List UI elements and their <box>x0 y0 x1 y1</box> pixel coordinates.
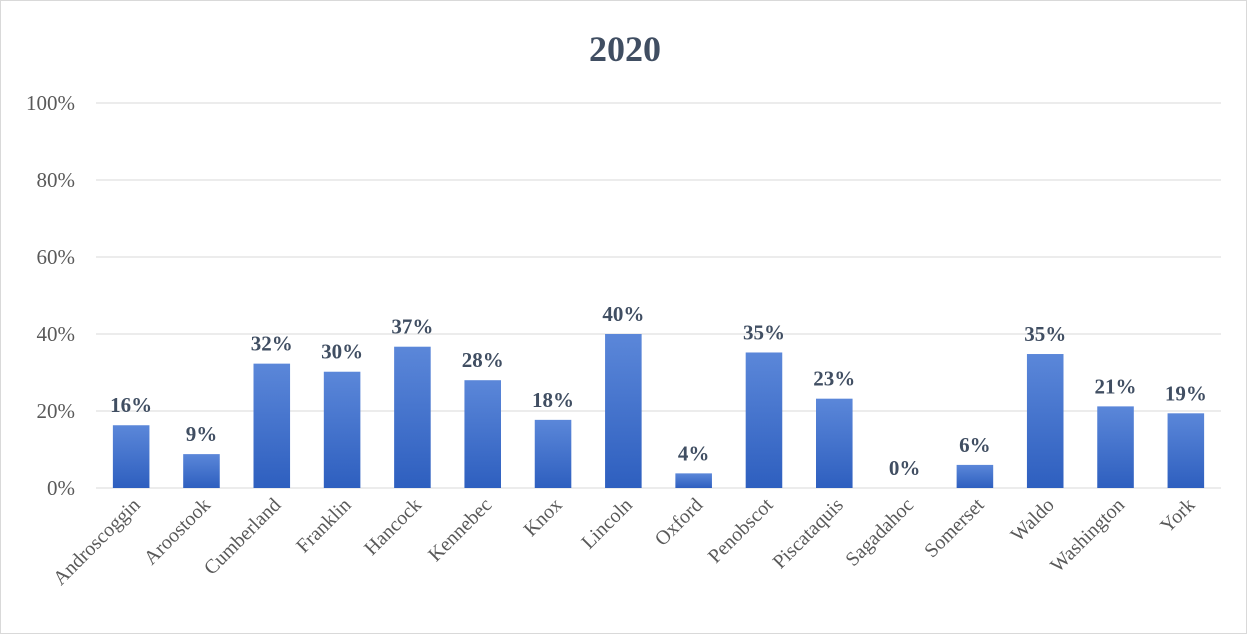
bar <box>183 454 220 488</box>
bar <box>675 473 712 488</box>
x-category-label: Knox <box>520 494 567 541</box>
data-label: 0% <box>889 456 921 480</box>
x-category-label: Penobscot <box>704 494 778 568</box>
x-category-label: Androscoggin <box>49 494 145 590</box>
y-tick-label: 20% <box>37 399 76 423</box>
y-tick-label: 60% <box>37 245 76 269</box>
bar <box>1167 413 1205 488</box>
bar <box>112 425 150 488</box>
x-category-label: Sagadahoc <box>841 494 918 571</box>
bar <box>1026 354 1064 488</box>
data-label: 35% <box>1024 322 1066 346</box>
y-axis-ticks: 0% 20% 40% 60% 80% 100% <box>26 91 75 500</box>
y-tick-label: 40% <box>37 322 76 346</box>
x-category-label: Aroostook <box>140 494 215 569</box>
data-label: 35% <box>743 320 785 344</box>
data-label: 37% <box>391 315 433 339</box>
bar <box>394 346 431 488</box>
data-label: 21% <box>1095 374 1137 398</box>
bar <box>534 419 572 488</box>
x-category-label: York <box>1156 494 1199 537</box>
x-category-label: Somerset <box>920 494 989 563</box>
x-category-label: Waldo <box>1007 494 1059 546</box>
y-tick-label: 100% <box>26 91 75 115</box>
bar <box>323 371 361 488</box>
x-category-label: Hancock <box>360 494 426 560</box>
x-category-label: Oxford <box>651 494 707 550</box>
bars <box>112 334 1205 488</box>
data-label: 28% <box>462 348 504 372</box>
x-category-label: Lincoln <box>577 494 637 554</box>
y-tick-label: 0% <box>47 476 75 500</box>
bar <box>605 334 642 488</box>
data-label: 4% <box>678 441 710 465</box>
x-category-label: Kennebec <box>424 494 496 566</box>
bar <box>464 380 501 488</box>
x-category-label: Franklin <box>292 494 355 557</box>
data-label: 19% <box>1165 381 1207 405</box>
bar <box>956 464 994 488</box>
y-tick-label: 80% <box>37 168 76 192</box>
data-label: 40% <box>602 302 644 326</box>
data-label: 18% <box>532 388 574 412</box>
x-category-label: Piscataquis <box>769 494 848 573</box>
data-labels: 16% 9% 32% 30% 37% 28% 18% 40% 4% 35% 23% 0% 6% 35% 21… <box>110 302 1207 480</box>
bar <box>816 398 853 488</box>
bar <box>1097 406 1134 488</box>
bar <box>253 363 291 488</box>
x-category-label: Cumberland <box>200 494 285 579</box>
x-category-label: Washington <box>1046 494 1129 577</box>
data-label: 32% <box>251 332 293 356</box>
chart-title: 2020 <box>589 29 661 69</box>
data-label: 30% <box>321 340 363 364</box>
data-label: 16% <box>110 393 152 417</box>
data-label: 9% <box>186 422 218 446</box>
data-label: 6% <box>959 433 991 457</box>
bar <box>745 352 783 488</box>
data-label: 23% <box>813 367 855 391</box>
